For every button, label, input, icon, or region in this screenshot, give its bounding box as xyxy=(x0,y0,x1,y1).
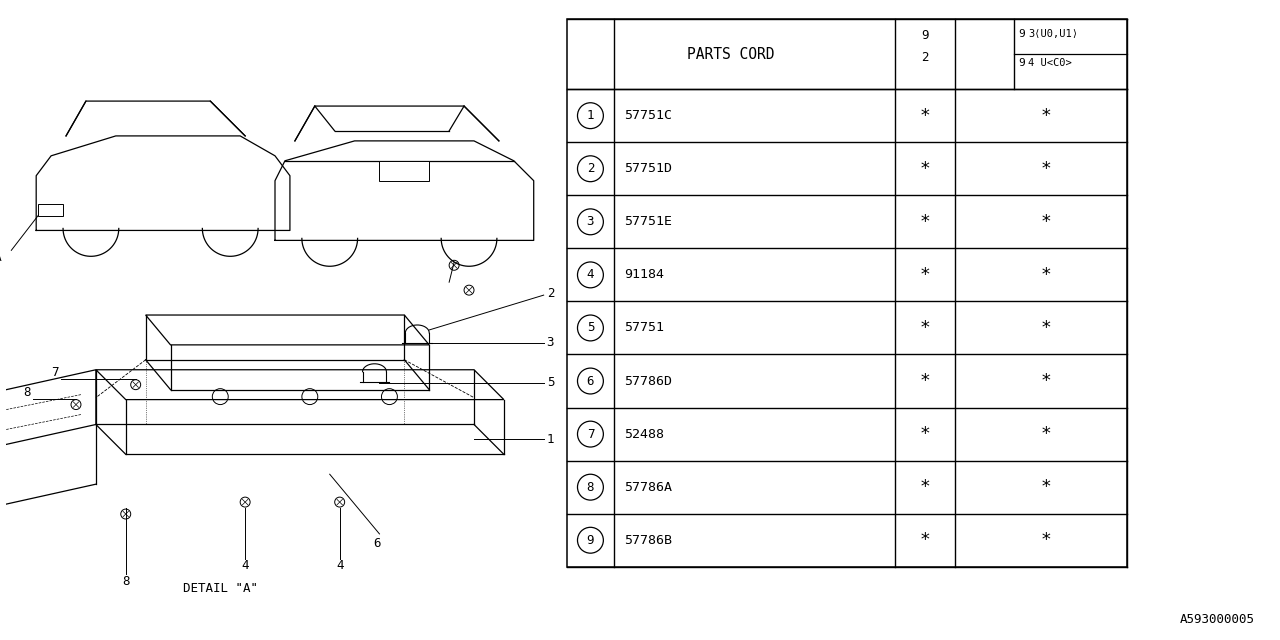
Text: *: * xyxy=(1041,319,1051,337)
Text: 5: 5 xyxy=(586,321,594,335)
Bar xyxy=(567,19,1126,567)
Text: 57786A: 57786A xyxy=(625,481,672,493)
Text: 91184: 91184 xyxy=(625,268,664,282)
Text: 2: 2 xyxy=(586,163,594,175)
Text: 3: 3 xyxy=(586,215,594,228)
Text: *: * xyxy=(1041,372,1051,390)
Text: *: * xyxy=(919,213,931,231)
Text: 4: 4 xyxy=(335,559,343,572)
Text: 3: 3 xyxy=(547,337,554,349)
Text: DETAIL "A": DETAIL "A" xyxy=(183,582,257,595)
Text: *: * xyxy=(1041,531,1051,549)
Text: *: * xyxy=(919,266,931,284)
Bar xyxy=(38,204,63,216)
Text: 57751D: 57751D xyxy=(625,163,672,175)
Text: 6: 6 xyxy=(586,374,594,388)
Text: 6: 6 xyxy=(374,538,381,550)
Text: 57786B: 57786B xyxy=(625,534,672,547)
Text: 57751C: 57751C xyxy=(625,109,672,122)
Text: 4 U<C0>: 4 U<C0> xyxy=(1028,58,1073,68)
Text: 3⟨U0,U1⟩: 3⟨U0,U1⟩ xyxy=(1028,29,1078,40)
Text: 57786D: 57786D xyxy=(625,374,672,388)
Text: A: A xyxy=(0,253,1,263)
Text: 1: 1 xyxy=(547,433,554,446)
Text: 4: 4 xyxy=(242,559,248,572)
Text: *: * xyxy=(1041,107,1051,125)
Text: 8: 8 xyxy=(586,481,594,493)
Text: *: * xyxy=(919,372,931,390)
Text: *: * xyxy=(1041,425,1051,443)
Text: 8: 8 xyxy=(122,575,129,588)
Text: *: * xyxy=(1041,266,1051,284)
Text: 7: 7 xyxy=(51,366,59,380)
Text: 4: 4 xyxy=(586,268,594,282)
Text: 8: 8 xyxy=(24,386,31,399)
Text: *: * xyxy=(919,425,931,443)
Bar xyxy=(379,161,429,180)
Text: *: * xyxy=(919,160,931,178)
Text: PARTS CORD: PARTS CORD xyxy=(687,47,774,62)
Text: 9: 9 xyxy=(586,534,594,547)
Text: 7: 7 xyxy=(586,428,594,440)
Text: *: * xyxy=(919,107,931,125)
Text: *: * xyxy=(919,319,931,337)
Text: 1: 1 xyxy=(586,109,594,122)
Text: *: * xyxy=(1041,213,1051,231)
Text: 57751E: 57751E xyxy=(625,215,672,228)
Text: *: * xyxy=(1041,478,1051,496)
Text: 5: 5 xyxy=(547,376,554,389)
Text: *: * xyxy=(1041,160,1051,178)
Text: 2: 2 xyxy=(922,51,928,64)
Text: 52488: 52488 xyxy=(625,428,664,440)
Text: A593000005: A593000005 xyxy=(1180,614,1256,627)
Text: *: * xyxy=(919,478,931,496)
Text: 9: 9 xyxy=(1019,58,1025,68)
Text: 57751: 57751 xyxy=(625,321,664,335)
Text: *: * xyxy=(919,531,931,549)
Text: 9: 9 xyxy=(922,29,928,42)
Text: 2: 2 xyxy=(547,287,554,300)
Text: 9: 9 xyxy=(1019,29,1025,40)
